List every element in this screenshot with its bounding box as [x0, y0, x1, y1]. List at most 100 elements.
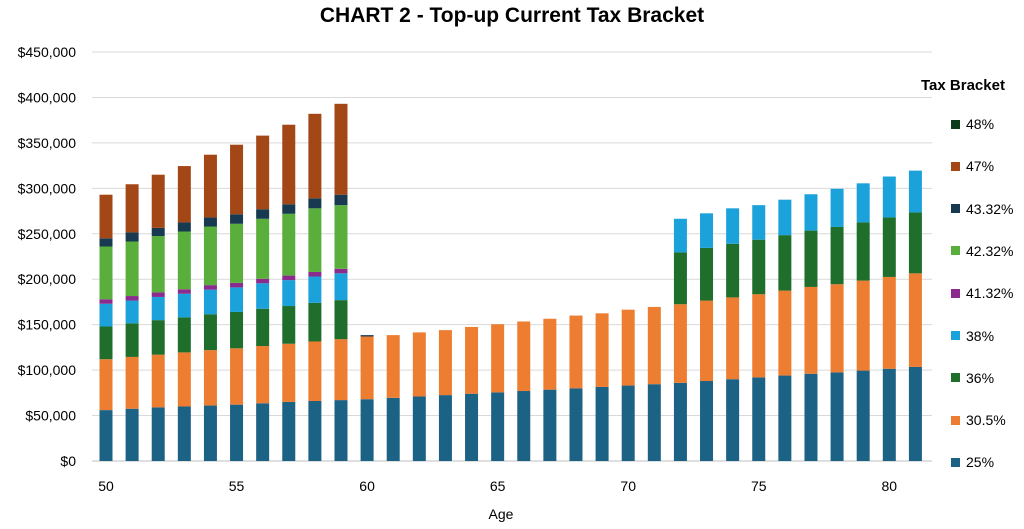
bar-segment — [908, 366, 922, 461]
bar-segment — [282, 213, 296, 276]
bar-segment — [177, 289, 191, 294]
bar-segment — [360, 336, 374, 400]
bar-segment — [125, 296, 139, 301]
bar-segment — [282, 343, 296, 402]
bar-segment — [99, 194, 113, 239]
y-tick-label: $450,000 — [18, 44, 77, 60]
bar-segment — [125, 241, 139, 297]
bar-segment — [282, 280, 296, 307]
y-tick-label: $100,000 — [18, 362, 77, 378]
bar-segment — [517, 391, 531, 461]
bar-segment — [517, 321, 531, 392]
legend-item: 42.32% — [951, 242, 1013, 260]
bar-segment — [882, 276, 896, 369]
bar-segment — [438, 395, 452, 461]
legend-label: 38% — [966, 327, 995, 344]
bar-segment — [203, 217, 217, 227]
bar-segment — [752, 294, 766, 378]
legend-item: 41.32% — [951, 284, 1013, 302]
legend-swatch — [951, 331, 960, 340]
gridlines — [92, 51, 932, 462]
bar-segment — [256, 135, 270, 210]
bar-segment — [804, 373, 818, 461]
bar-segment — [230, 144, 244, 215]
legend-label: 41.32% — [966, 285, 1014, 302]
bar-segment — [151, 296, 165, 321]
bar-segment — [151, 174, 165, 228]
bar-segment — [882, 176, 896, 218]
bar-segment — [256, 403, 270, 461]
bar-segment — [726, 243, 740, 298]
legend-item: 38% — [951, 327, 994, 345]
bar-segment — [230, 404, 244, 461]
bar-segment — [203, 289, 217, 315]
bar-segment — [256, 308, 270, 347]
bar-segment — [700, 381, 714, 461]
bar-segment — [256, 346, 270, 404]
bar-segment — [412, 332, 426, 397]
bar-segment — [99, 303, 113, 327]
bar-segment — [308, 341, 322, 402]
bar-segment — [177, 317, 191, 353]
chart-title: CHART 2 - Top-up Current Tax Bracket — [319, 4, 705, 27]
bar-segment — [856, 370, 870, 461]
bar-segment — [282, 275, 296, 281]
bar-segment — [230, 287, 244, 312]
bar-segment — [151, 236, 165, 293]
bar-segment — [334, 103, 348, 195]
bar-segment — [99, 246, 113, 300]
bar-segment — [700, 300, 714, 382]
bar-segment — [230, 311, 244, 349]
bar-segment — [830, 372, 844, 461]
bar-segment — [151, 292, 165, 297]
bar-segment — [386, 397, 400, 461]
y-tick-label: $200,000 — [18, 271, 77, 287]
bar-segment — [830, 284, 844, 373]
bar-segment — [334, 400, 348, 461]
x-tick-label: 65 — [490, 478, 506, 494]
y-tick-label: $0 — [60, 453, 76, 469]
legend-label: 43.32% — [966, 200, 1014, 217]
bar-segment — [465, 326, 479, 394]
bar-segment — [804, 286, 818, 374]
bar-segment — [856, 222, 870, 281]
bar-segment — [700, 247, 714, 301]
bar-segment — [282, 124, 296, 205]
bar-segment — [882, 217, 896, 277]
bar-segment — [360, 399, 374, 461]
bar-segment — [543, 389, 557, 461]
legend-swatch — [951, 246, 960, 256]
bar-segment — [230, 282, 244, 288]
x-tick-label: 75 — [751, 478, 767, 494]
bar-segment — [856, 280, 870, 371]
bar-segment — [804, 194, 818, 231]
bar-segment — [830, 188, 844, 227]
legend-swatch — [951, 204, 960, 214]
bar-segment — [882, 368, 896, 461]
y-tick-label: $150,000 — [18, 317, 77, 333]
bar-segment — [778, 235, 792, 291]
bar-segment — [308, 113, 322, 199]
bar-segment — [334, 194, 348, 206]
bar-segment — [203, 350, 217, 406]
bar-segment — [621, 385, 635, 461]
bar-segment — [308, 302, 322, 342]
x-tick-label: 50 — [98, 478, 114, 494]
bar-segment — [856, 183, 870, 223]
bar-segment — [308, 401, 322, 461]
y-tick-label: $300,000 — [18, 180, 77, 196]
bar-segment — [700, 213, 714, 248]
x-tick-label: 55 — [229, 478, 245, 494]
bar-segment — [804, 230, 818, 287]
legend-item: 43.32% — [951, 200, 1013, 218]
bar-segment — [647, 384, 661, 461]
bar-segment — [778, 290, 792, 376]
bar-segment — [412, 396, 426, 461]
bar-segment — [908, 273, 922, 367]
bar-segment — [125, 300, 139, 324]
bar-segment — [203, 405, 217, 461]
bar-segment — [203, 285, 217, 290]
bar-segment — [177, 293, 191, 318]
axes: $0 $50,000 $100,000 $150,000 $200,000 $250,00… — [18, 44, 898, 494]
